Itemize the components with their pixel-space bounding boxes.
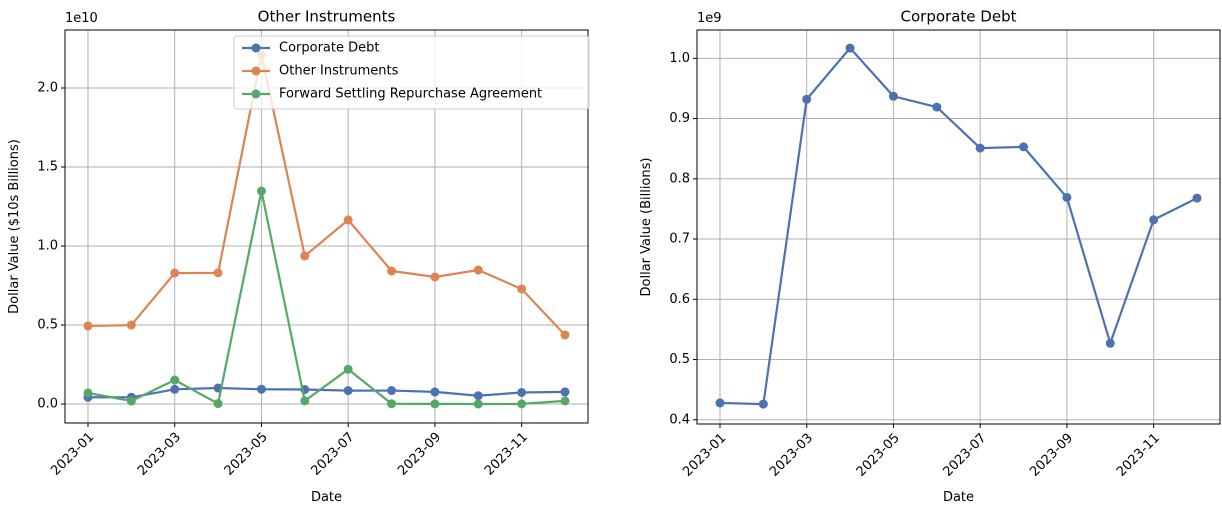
data-point <box>1192 193 1202 203</box>
data-point <box>343 386 353 396</box>
data-point <box>473 391 483 401</box>
data-point <box>170 384 180 394</box>
y-tick-label: 1.0 <box>669 51 690 66</box>
y-tick-label: 0.4 <box>669 412 690 427</box>
data-point <box>802 94 812 104</box>
data-point <box>170 268 180 278</box>
data-point <box>975 143 985 153</box>
data-point <box>932 102 942 112</box>
data-point <box>343 364 353 374</box>
y-tick-label: 0.9 <box>669 111 690 126</box>
y-tick-label: 0.8 <box>669 171 690 186</box>
data-point <box>256 384 266 394</box>
data-point <box>83 388 93 398</box>
series-line <box>87 54 566 336</box>
x-tick-label: 2023-05 <box>854 431 903 480</box>
data-point <box>430 387 440 397</box>
data-point <box>343 215 353 225</box>
x-tick-label: 2023-01 <box>680 431 729 480</box>
legend-marker <box>251 43 261 53</box>
plot-frame <box>696 29 1221 425</box>
x-tick-label: 2023-09 <box>1027 431 1076 480</box>
legend-label: Forward Settling Repurchase Agreement <box>279 87 542 102</box>
x-axis-label: Date <box>311 490 342 505</box>
data-point <box>83 321 93 331</box>
y-tick-label: 0.6 <box>669 292 690 307</box>
data-point <box>387 266 397 276</box>
legend: Corporate Debt Other Instruments Forward S… <box>233 35 590 110</box>
series-line <box>87 386 566 399</box>
data-point <box>517 284 527 294</box>
data-point <box>758 399 768 409</box>
x-tick-label: 2023-03 <box>767 431 816 480</box>
offset-text: 1e9 <box>697 11 722 26</box>
legend-label: Corporate Debt <box>279 41 379 56</box>
data-point <box>845 43 855 53</box>
data-point <box>387 399 397 409</box>
y-tick-label: 0.7 <box>669 232 690 247</box>
data-point <box>517 387 527 397</box>
data-point <box>430 399 440 409</box>
y-tick-label: 0.0 <box>37 397 58 412</box>
chart-title: Corporate Debt <box>901 8 1017 26</box>
legend-marker <box>251 89 261 99</box>
x-tick-label: 2023-05 <box>222 430 271 479</box>
data-point <box>473 265 483 275</box>
data-point <box>430 272 440 282</box>
y-axis-label: Dollar Value ($10s Billions) <box>7 139 22 314</box>
x-tick-label: 2023-03 <box>135 430 184 479</box>
y-tick-label: 1.5 <box>37 160 58 175</box>
data-point <box>126 320 136 330</box>
data-point <box>560 387 570 397</box>
data-point <box>256 186 266 196</box>
data-point <box>300 396 310 406</box>
x-tick-label: 2023-07 <box>308 430 357 479</box>
data-point <box>715 398 725 408</box>
series-line <box>719 46 1198 406</box>
data-point <box>213 399 223 409</box>
x-tick-label: 2023-11 <box>482 430 531 479</box>
offset-text: 1e10 <box>65 11 98 26</box>
y-tick-label: 0.5 <box>37 318 58 333</box>
chart-title: Other Instruments <box>258 8 396 26</box>
data-point <box>300 251 310 261</box>
y-tick-label: 0.5 <box>669 352 690 367</box>
data-point <box>170 375 180 385</box>
x-axis-label: Date <box>943 490 974 505</box>
data-point <box>1105 338 1115 348</box>
series-line <box>87 190 566 406</box>
data-point <box>387 386 397 396</box>
data-point <box>560 396 570 406</box>
x-tick-label: 2023-11 <box>1114 431 1163 480</box>
x-tick-label: 2023-09 <box>395 430 444 479</box>
y-tick-label: 2.0 <box>37 80 58 95</box>
data-point <box>888 91 898 101</box>
y-axis-label: Dollar Value (Billions) <box>639 158 654 297</box>
legend-label: Other Instruments <box>279 64 399 79</box>
data-point <box>473 399 483 409</box>
plot-frame <box>64 29 589 424</box>
data-point <box>1019 142 1029 152</box>
x-tick-label: 2023-01 <box>48 430 97 479</box>
data-point <box>126 396 136 406</box>
data-point <box>517 399 527 409</box>
legend-marker <box>251 66 261 76</box>
legend-box <box>233 35 590 110</box>
data-point <box>213 268 223 278</box>
x-tick-label: 2023-07 <box>940 431 989 480</box>
data-point <box>1062 192 1072 202</box>
y-tick-label: 1.0 <box>37 239 58 254</box>
data-point <box>560 330 570 340</box>
data-point <box>1149 215 1159 225</box>
